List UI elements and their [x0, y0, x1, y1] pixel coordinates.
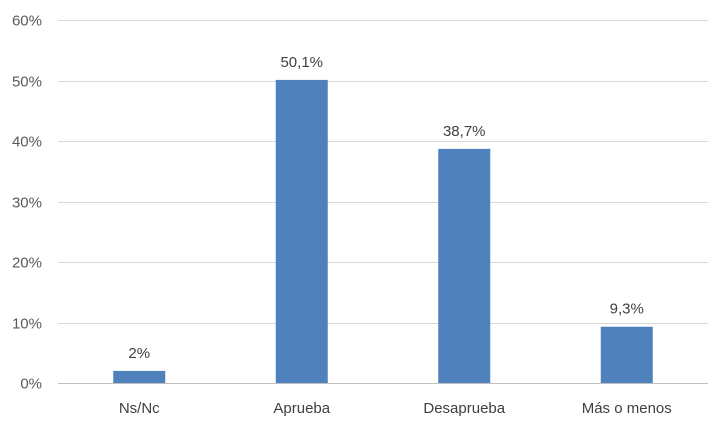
y-tick-label: 50%	[12, 74, 42, 91]
y-tick-label: 30%	[12, 195, 42, 212]
x-category-label: Aprueba	[273, 400, 330, 417]
bars	[113, 79, 653, 384]
bar	[438, 148, 491, 383]
bar	[600, 326, 653, 383]
y-axis-ticks: 0% 10% 20% 30% 40% 50% 60%	[12, 13, 42, 393]
gridlines	[58, 20, 708, 384]
y-tick-label: 20%	[12, 255, 42, 272]
data-label: 38,7%	[443, 123, 486, 140]
data-label: 9,3%	[610, 301, 644, 318]
y-tick-label: 40%	[12, 134, 42, 151]
y-tick-label: 0%	[20, 376, 42, 393]
data-label: 2%	[128, 345, 150, 362]
data-label: 50,1%	[280, 54, 323, 71]
x-category-label: Desaprueba	[423, 400, 505, 417]
bar	[275, 79, 328, 384]
x-category-label: Más o menos	[582, 400, 672, 417]
x-axis-categories: Ns/Nc Aprueba Desaprueba Más o menos	[119, 400, 672, 417]
x-category-label: Ns/Nc	[119, 400, 160, 417]
bar	[113, 370, 166, 383]
y-tick-label: 60%	[12, 13, 42, 30]
y-tick-label: 10%	[12, 316, 42, 333]
data-labels: 2% 50,1% 38,7% 9,3%	[128, 54, 643, 362]
